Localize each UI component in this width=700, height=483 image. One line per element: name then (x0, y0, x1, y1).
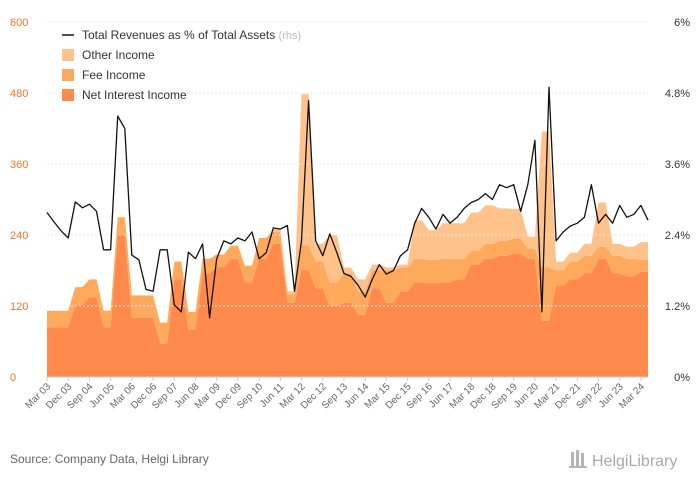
y-right-tick-label: 4.8% (665, 88, 690, 100)
y-right-tick-label: 0% (674, 372, 690, 384)
y-left-tick-label: 0 (10, 372, 16, 384)
left-axis-ticks: 0 120 240 360 480 600 (10, 17, 28, 384)
y-right-tick-label: 2.4% (665, 230, 690, 242)
y-right-tick-label: 3.6% (665, 159, 690, 171)
legend-swatch-net-interest-income (62, 89, 74, 101)
brand-name: HelgiLibrary (592, 453, 677, 470)
legend-label-other-income: Other Income (82, 48, 155, 62)
y-left-tick-label: 240 (10, 230, 28, 242)
line-total-revenues-pct-assets (46, 86, 649, 319)
legend-swatch-other-income (62, 49, 74, 61)
legend-swatch-fee-income (62, 69, 74, 81)
legend-line-label: Total Revenues as % of Total Assets (rhs… (82, 28, 301, 42)
brand-logo: HelgiLibrary (569, 450, 677, 470)
y-left-tick-label: 600 (10, 17, 28, 29)
y-left-tick-label: 480 (10, 88, 28, 100)
area-fee-income (47, 217, 648, 344)
legend: Total Revenues as % of Total Assets (rhs… (62, 28, 301, 102)
y-right-tick-label: 1.2% (665, 301, 690, 313)
gridlines (47, 21, 648, 378)
area-layer (47, 94, 648, 377)
right-axis-ticks: 0% 1.2% 2.4% 3.6% 4.8% 6% (665, 17, 690, 384)
y-right-tick-label: 6% (674, 17, 690, 29)
legend-label-fee-income: Fee Income (82, 68, 146, 82)
y-left-tick-label: 360 (10, 159, 28, 171)
y-left-tick-label: 120 (10, 301, 28, 313)
library-icon (569, 450, 587, 468)
source-note: Source: Company Data, Helgi Library (10, 452, 209, 466)
line-layer (46, 86, 649, 319)
legend-label-net-interest-income: Net Interest Income (82, 88, 187, 102)
